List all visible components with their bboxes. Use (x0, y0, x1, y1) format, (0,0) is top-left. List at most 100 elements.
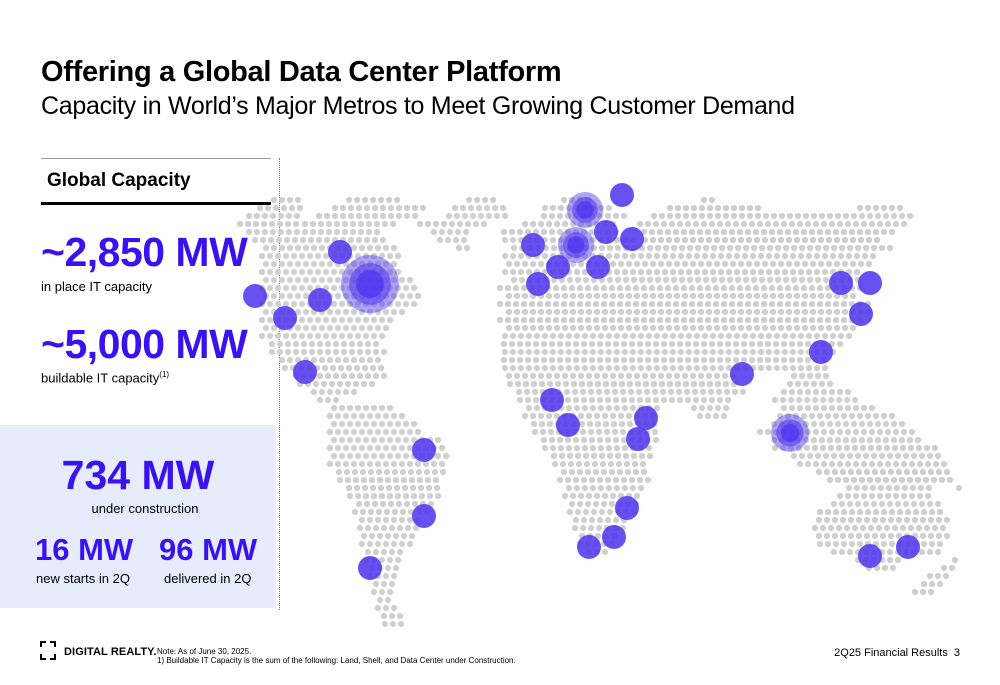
map-dot (417, 484, 425, 492)
map-dot (512, 316, 520, 324)
map-dot (278, 276, 286, 284)
map-dot (612, 396, 620, 404)
map-dot (500, 340, 508, 348)
map-dot (374, 308, 382, 316)
map-dot (504, 316, 512, 324)
map-dot (673, 292, 681, 300)
map-dot (948, 564, 956, 572)
map-dot (665, 292, 673, 300)
map-dot (270, 196, 278, 204)
map-dot (840, 300, 848, 308)
map-dot (378, 452, 386, 460)
map-dot (795, 396, 803, 404)
map-dot (812, 428, 820, 436)
map-dot (685, 252, 693, 260)
map-dot (385, 484, 393, 492)
map-dot (613, 364, 621, 372)
map-dot (517, 268, 525, 276)
map-dot (572, 436, 580, 444)
map-dot (506, 380, 514, 388)
map-dot (593, 372, 601, 380)
map-dot (553, 308, 561, 316)
map-dot (529, 260, 537, 268)
map-dot (579, 388, 587, 396)
map-dot (814, 372, 822, 380)
map-dot (766, 276, 774, 284)
map-dot (827, 396, 835, 404)
map-dot (559, 460, 567, 468)
map-dot (516, 356, 524, 364)
map-dot (533, 364, 541, 372)
map-dot (939, 524, 947, 532)
map-dot (374, 460, 382, 468)
map-dot (352, 476, 360, 484)
map-dot (391, 508, 399, 516)
map-dot (398, 516, 406, 524)
map-dot (444, 236, 452, 244)
map-dot (560, 468, 568, 476)
map-dot (394, 436, 402, 444)
map-dot (556, 356, 564, 364)
map-dot (737, 292, 745, 300)
map-dot (407, 468, 415, 476)
map-dot (857, 260, 865, 268)
map-dot (863, 468, 871, 476)
map-dot (692, 340, 700, 348)
map-dot (802, 380, 810, 388)
map-dot (928, 580, 936, 588)
map-dot (445, 212, 453, 220)
map-dot (795, 444, 803, 452)
map-dot (298, 316, 306, 324)
map-dot (370, 588, 378, 596)
map-dot (342, 412, 350, 420)
map-dot (781, 252, 789, 260)
map-dot (292, 220, 300, 228)
map-dot (688, 300, 696, 308)
map-dot (505, 372, 513, 380)
map-dot (590, 244, 598, 252)
map-dot (282, 284, 290, 292)
map-dot (713, 308, 721, 316)
map-dot (621, 332, 629, 340)
map-dot (726, 276, 734, 284)
map-dot (350, 324, 358, 332)
map-dot (467, 204, 475, 212)
map-dot (846, 244, 854, 252)
map-dot (285, 228, 293, 236)
map-dot (390, 292, 398, 300)
map-dot (523, 388, 531, 396)
map-dot (749, 252, 757, 260)
map-dot (844, 428, 852, 436)
map-dot (772, 220, 780, 228)
map-dot (525, 268, 533, 276)
map-dot (345, 364, 353, 372)
map-dot (656, 284, 664, 292)
map-dot (704, 412, 712, 420)
map-dot (280, 204, 288, 212)
map-dot (373, 228, 381, 236)
map-dot (805, 364, 813, 372)
map-dot (369, 196, 377, 204)
map-dot (617, 260, 625, 268)
map-dot (529, 308, 537, 316)
map-dot (752, 300, 760, 308)
map-dot (354, 300, 362, 308)
map-dot (370, 404, 378, 412)
map-dot (818, 380, 826, 388)
map-dot (316, 340, 324, 348)
map-dot (465, 196, 473, 204)
map-dot (307, 236, 315, 244)
map-dot (579, 428, 587, 436)
map-dot (509, 348, 517, 356)
map-dot (934, 572, 942, 580)
map-dot (844, 404, 852, 412)
map-dot (927, 468, 935, 476)
map-dot (824, 508, 832, 516)
map-dot (828, 428, 836, 436)
map-dot (730, 204, 738, 212)
map-dot (653, 348, 661, 356)
map-dot (681, 308, 689, 316)
map-dot (253, 212, 261, 220)
map-dot (704, 300, 712, 308)
map-dot (640, 300, 648, 308)
